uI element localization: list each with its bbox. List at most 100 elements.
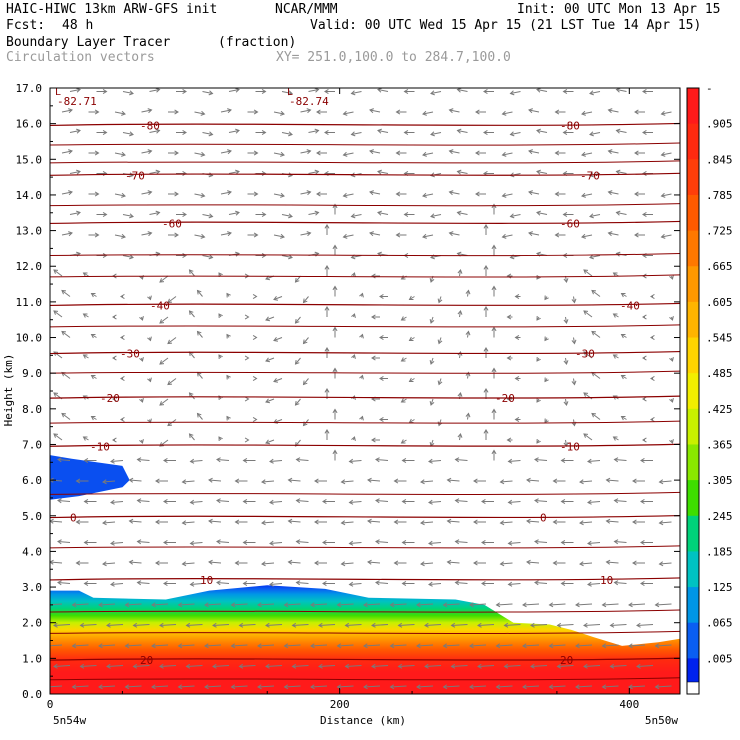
vector-head [379, 376, 384, 381]
vector-head [589, 213, 594, 219]
vector-head [265, 622, 270, 628]
vector-head [50, 559, 54, 565]
vector-arrow [295, 398, 301, 406]
vector-arrow [300, 150, 311, 154]
vector-head [562, 130, 568, 135]
vector-head [200, 110, 206, 116]
vector-head [408, 336, 414, 342]
vector-head [448, 149, 454, 155]
vector-arrow [231, 603, 248, 606]
temperature-contour-line [50, 122, 680, 127]
vector-head [98, 602, 103, 608]
vector-arrow [318, 665, 336, 667]
contour-label: -60 [162, 217, 182, 230]
vector-head [139, 315, 144, 321]
y-tick-label: 12.0 [16, 260, 43, 273]
vector-head [379, 335, 384, 340]
vector-head [50, 518, 54, 524]
colorbar-swatch [687, 301, 699, 339]
vector-arrow [565, 439, 567, 447]
vector-arrow [91, 293, 97, 297]
vector-head [106, 622, 111, 628]
vector-head [499, 561, 505, 567]
x-tick-label: 200 [330, 698, 350, 711]
vector-arrow [137, 541, 150, 543]
temperature-contour-line [50, 630, 680, 634]
vector-arrow [167, 296, 177, 303]
vector-arrow [575, 603, 593, 606]
vector-head [367, 559, 372, 565]
vector-arrow [510, 132, 521, 135]
vector-head [658, 520, 664, 526]
vector-head [509, 131, 515, 137]
vector-head [261, 89, 267, 94]
vector-arrow [125, 603, 142, 606]
vectors-label: Circulation vectors [6, 50, 155, 65]
vector-arrow [273, 152, 285, 156]
temperature-contour-line [50, 420, 680, 424]
vector-head [200, 233, 206, 239]
vector-head [110, 581, 115, 587]
vector-head [147, 190, 153, 196]
vector-arrow [220, 109, 232, 113]
vector-head [314, 519, 319, 525]
vector-head [265, 663, 270, 669]
vector-head [244, 314, 250, 320]
vector-head [369, 108, 374, 114]
vector-head [324, 306, 330, 311]
vector-head [575, 643, 580, 649]
vector-arrow [189, 269, 195, 277]
vector-head [68, 231, 73, 237]
vector-head [615, 210, 621, 216]
vector-head [253, 150, 259, 156]
vector-head [612, 313, 618, 318]
vector-arrow [467, 290, 469, 297]
vector-head [163, 499, 168, 504]
vector-head [416, 602, 421, 608]
vector-head [395, 191, 401, 197]
vector-head [615, 251, 621, 257]
vector-head [98, 643, 103, 649]
vector-head [660, 233, 666, 239]
vector-arrow [98, 685, 116, 688]
vector-head [473, 519, 478, 525]
vector-head [120, 376, 125, 381]
vector-head [291, 622, 297, 628]
vector-head [159, 622, 164, 628]
vector-arrow [375, 541, 389, 543]
vector-arrow [273, 337, 283, 341]
vector-head [400, 357, 406, 362]
vector-arrow [295, 357, 301, 365]
vector-head [252, 294, 258, 299]
vector-arrow [369, 150, 381, 154]
vector-arrow [557, 665, 574, 667]
vector-arrow [583, 433, 593, 441]
temperature-contour-line [50, 203, 680, 207]
vector-arrow [110, 501, 124, 503]
vector-arrow [467, 331, 469, 338]
vector-head [234, 478, 240, 484]
vector-arrow [430, 398, 434, 406]
vector-arrow [182, 480, 195, 483]
vector-head [583, 351, 589, 356]
vector-head [159, 319, 165, 324]
vector-head [613, 580, 619, 586]
vector-arrow [573, 378, 575, 385]
vector-arrow [273, 234, 285, 238]
vector-arrow [455, 541, 468, 543]
vector-head [294, 318, 300, 324]
vector-head [536, 128, 541, 134]
vector-head [650, 294, 655, 299]
x-tick-label: 400 [619, 698, 639, 711]
vector-head [136, 580, 142, 586]
contour-label: -70 [125, 169, 145, 182]
vector-head [265, 316, 271, 322]
vector-arrow [231, 685, 248, 688]
vector-head [400, 316, 406, 321]
vector-arrow [53, 269, 63, 277]
vector-head [483, 89, 488, 94]
vector-head [102, 212, 108, 217]
vector-arrow [430, 214, 442, 217]
vector-head [534, 498, 539, 504]
vector-arrow [257, 644, 275, 647]
